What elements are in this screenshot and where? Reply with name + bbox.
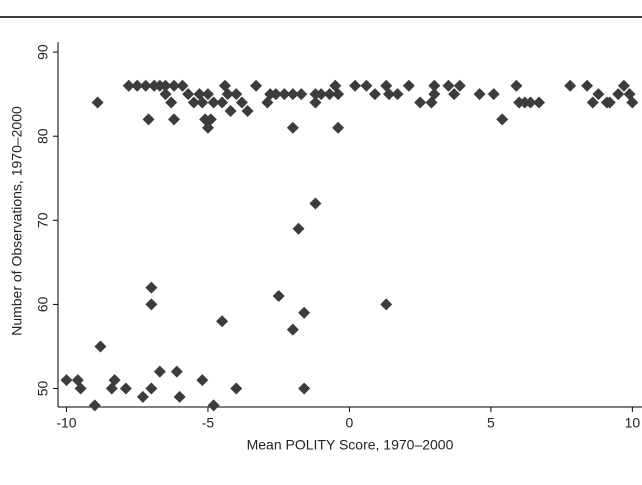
point <box>286 323 299 336</box>
point <box>309 197 322 210</box>
point <box>241 104 254 117</box>
point <box>221 88 234 101</box>
point <box>428 79 441 92</box>
point <box>94 340 107 353</box>
point <box>88 399 101 412</box>
point <box>272 289 285 302</box>
point <box>524 96 537 109</box>
point <box>278 88 291 101</box>
point <box>145 281 158 294</box>
point <box>592 88 605 101</box>
point <box>315 88 328 101</box>
point <box>332 121 345 134</box>
point <box>168 79 181 92</box>
point <box>586 96 599 109</box>
point <box>380 298 393 311</box>
point <box>295 88 308 101</box>
point <box>230 382 243 395</box>
point <box>286 121 299 134</box>
point <box>510 79 523 92</box>
point <box>309 96 322 109</box>
point <box>142 113 155 126</box>
x-tick-label: 0 <box>346 415 354 431</box>
y-axis-label: Number of Observations, 1970–2000 <box>9 106 25 336</box>
point <box>173 390 186 403</box>
y-tick-label: 70 <box>35 212 51 228</box>
point <box>603 96 616 109</box>
point <box>323 88 336 101</box>
point <box>165 96 178 109</box>
point <box>360 79 373 92</box>
y-tick-label: 90 <box>35 44 51 60</box>
point <box>496 113 509 126</box>
point <box>136 390 149 403</box>
point <box>626 96 639 109</box>
point <box>235 96 248 109</box>
point <box>292 222 305 235</box>
point <box>286 88 299 101</box>
point <box>216 315 229 328</box>
point <box>182 88 195 101</box>
point <box>564 79 577 92</box>
point <box>250 79 263 92</box>
y-tick-label: 50 <box>35 381 51 397</box>
point <box>176 79 189 92</box>
point <box>204 113 217 126</box>
point <box>224 104 237 117</box>
point <box>207 399 220 412</box>
point <box>581 79 594 92</box>
point <box>332 88 345 101</box>
point <box>108 374 121 387</box>
x-tick-label: -5 <box>202 415 215 431</box>
point <box>487 88 500 101</box>
point <box>119 382 132 395</box>
point <box>349 79 362 92</box>
point <box>196 374 209 387</box>
point <box>91 96 104 109</box>
y-tick-label: 80 <box>35 128 51 144</box>
point <box>187 96 200 109</box>
point <box>425 96 438 109</box>
point <box>196 96 209 109</box>
x-axis-label: Mean POLITY Score, 1970–2000 <box>247 437 454 453</box>
y-tick-label: 60 <box>35 296 51 312</box>
point <box>473 88 486 101</box>
point <box>612 88 625 101</box>
point <box>145 298 158 311</box>
point <box>298 382 311 395</box>
point <box>131 79 144 92</box>
point <box>60 374 73 387</box>
point <box>207 96 220 109</box>
point <box>122 79 135 92</box>
point <box>414 96 427 109</box>
point <box>391 88 404 101</box>
point <box>617 79 630 92</box>
point <box>453 79 466 92</box>
point <box>139 79 152 92</box>
point <box>269 88 282 101</box>
point <box>532 96 545 109</box>
point <box>153 365 166 378</box>
point <box>159 79 172 92</box>
x-tick-label: 5 <box>487 415 495 431</box>
x-tick-label: 10 <box>625 415 641 431</box>
point <box>448 88 461 101</box>
point <box>383 88 396 101</box>
point <box>168 113 181 126</box>
point <box>201 88 214 101</box>
point <box>442 79 455 92</box>
point <box>159 88 172 101</box>
point <box>230 88 243 101</box>
x-tick-label: -10 <box>56 415 76 431</box>
point <box>74 382 87 395</box>
point <box>298 306 311 319</box>
point <box>170 365 183 378</box>
point <box>368 88 381 101</box>
point <box>216 96 229 109</box>
point <box>402 79 415 92</box>
point <box>145 382 158 395</box>
